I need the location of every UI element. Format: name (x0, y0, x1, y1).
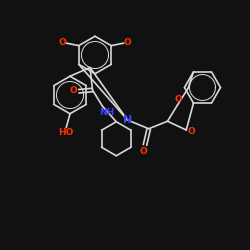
Text: O: O (188, 127, 196, 136)
Text: O: O (59, 38, 66, 47)
Text: HO: HO (58, 128, 74, 137)
Text: O: O (175, 95, 182, 104)
Text: O: O (124, 38, 131, 47)
Text: O: O (140, 147, 147, 156)
Text: O: O (70, 86, 78, 95)
Text: NH: NH (98, 108, 114, 117)
Text: N: N (123, 115, 132, 125)
